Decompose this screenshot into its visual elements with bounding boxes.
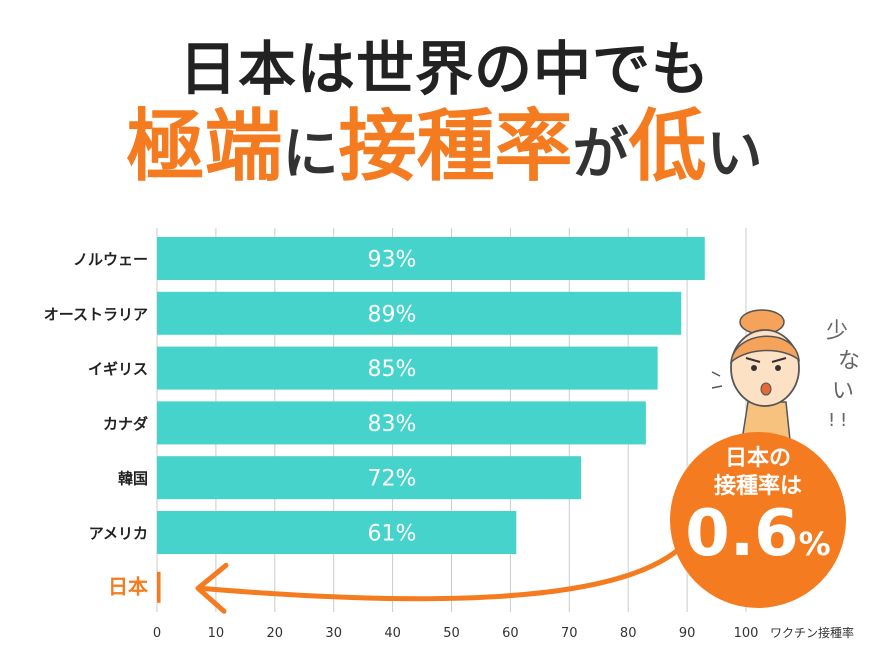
- value-label: 93%: [368, 248, 417, 273]
- value-label: 72%: [368, 467, 417, 492]
- headline-part: 極端: [126, 102, 283, 192]
- category-label: オーストラリア: [44, 305, 148, 323]
- value-label: 83%: [368, 412, 417, 437]
- arrow-line: [197, 535, 693, 602]
- x-tick-label: 50: [443, 626, 460, 641]
- x-tick-label: 10: [208, 626, 225, 641]
- category-label: イギリス: [88, 360, 148, 378]
- category-label: アメリカ: [89, 525, 148, 543]
- headline-part: 接種率: [338, 102, 573, 192]
- left-brow: [745, 357, 761, 363]
- x-tick-label: 30: [325, 626, 342, 641]
- left-eye: [751, 365, 757, 371]
- headline-part: 低: [628, 102, 707, 192]
- x-tick-label: 20: [267, 626, 284, 641]
- right-brow: [771, 357, 787, 363]
- x-tick-label: 100: [734, 626, 759, 641]
- category-label: カナダ: [103, 415, 148, 433]
- bar: [157, 401, 646, 445]
- bar: [157, 291, 682, 335]
- illustration-caption-char: !: [828, 410, 835, 431]
- surprised-person-illustration: 少ない!!: [711, 309, 860, 441]
- badge-line-2: 接種率は: [713, 474, 802, 499]
- headline-part: に: [282, 122, 339, 187]
- hair: [730, 335, 800, 364]
- illustration-caption-char: な: [838, 349, 860, 374]
- bar: [157, 511, 517, 554]
- illustration-caption-char: !: [840, 410, 847, 431]
- value-label: 89%: [368, 302, 417, 327]
- x-tick-label: 60: [502, 626, 519, 641]
- illustration-caption-char: 少: [826, 319, 848, 344]
- headline-part: い: [706, 122, 763, 187]
- x-axis-label: ワクチン接種率: [770, 625, 854, 640]
- x-tick-label: 90: [679, 626, 696, 641]
- japan-rate-badge: 日本の 接種率は 0.6%: [670, 432, 846, 608]
- category-label: 韓国: [118, 470, 148, 488]
- value-label: 85%: [368, 357, 417, 382]
- badge-line-1: 日本の: [724, 446, 791, 471]
- headline-line-1: 日本は世界の中でも: [178, 35, 710, 103]
- surprise-marks: [711, 371, 723, 389]
- category-label: 日本: [108, 574, 148, 598]
- x-tick-label: 40: [384, 626, 401, 641]
- arrow-head: [195, 562, 229, 614]
- bar: [157, 571, 161, 603]
- x-tick-label: 80: [620, 626, 637, 641]
- value-label: 61%: [368, 522, 417, 547]
- headline-line-2: 極端に接種率が低い: [0, 102, 889, 192]
- bar: [157, 237, 705, 280]
- illustration-caption-char: い: [832, 379, 854, 404]
- badge-unit: %: [798, 525, 831, 563]
- x-tick-label: 0: [153, 626, 161, 641]
- x-tick-label: 70: [561, 626, 578, 641]
- category-label: ノルウェー: [73, 251, 148, 269]
- badge-value: 0.6%: [670, 502, 846, 566]
- bar: [157, 456, 582, 500]
- badge-number: 0.6: [685, 497, 799, 571]
- headline-part: が: [572, 122, 629, 187]
- bar: [157, 346, 658, 390]
- right-eye: [775, 365, 781, 371]
- mouth: [760, 382, 772, 396]
